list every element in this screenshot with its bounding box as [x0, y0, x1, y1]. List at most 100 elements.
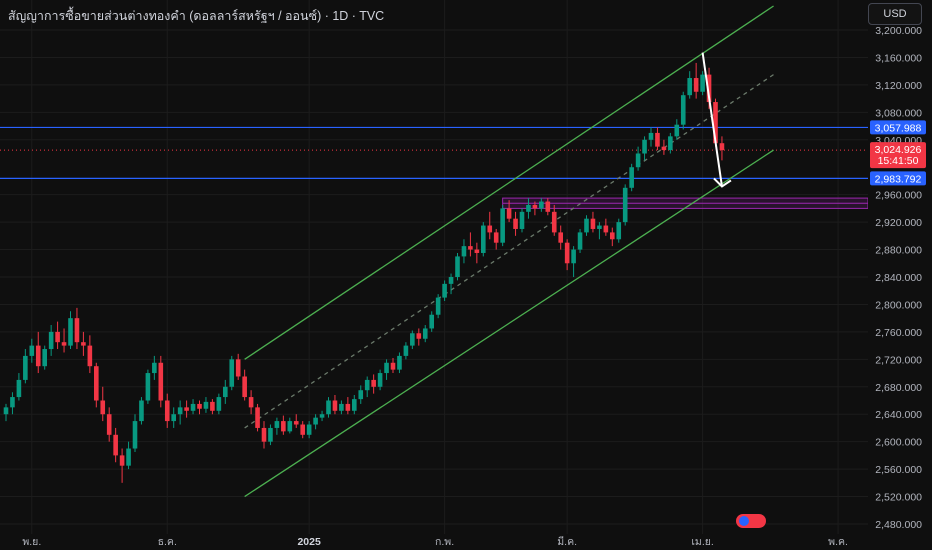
candle-body — [261, 427, 267, 442]
projection-arrow[interactable] — [701, 52, 732, 188]
candle-body — [635, 153, 641, 168]
candle-body — [558, 232, 563, 243]
x-tick-label: ธ.ค. — [158, 536, 177, 548]
y-tick-label: 2,480.000 — [875, 519, 922, 531]
candle-body — [10, 397, 15, 408]
candle-body — [461, 246, 467, 257]
candle-body — [603, 225, 609, 233]
candle-body — [545, 201, 551, 212]
candle-body — [145, 373, 151, 401]
candle-body — [268, 427, 273, 442]
candle-body — [352, 399, 357, 411]
candle-body — [364, 379, 370, 391]
candle-body — [513, 218, 518, 229]
price-axis[interactable]: 3,200.0003,160.0003,120.0003,080.0003,04… — [868, 0, 932, 550]
y-tick-label: 3,200.000 — [875, 25, 922, 37]
candle-body — [610, 232, 615, 240]
time-axis[interactable]: พ.ย. ธ.ค. 2025 ก.พ. มี.ค. เม.ย. พ.ค. — [0, 534, 868, 550]
grid-lines — [0, 0, 868, 534]
candle-body — [390, 362, 396, 370]
candle-body — [171, 414, 176, 422]
candle-body — [313, 417, 318, 425]
candle-body — [248, 397, 254, 408]
candle-body — [487, 225, 493, 233]
candle-body — [87, 345, 93, 367]
candle-body — [164, 400, 170, 422]
candle-body — [287, 421, 293, 432]
candle-body — [223, 386, 228, 398]
candle-body — [616, 222, 622, 240]
y-tick-label: 2,560.000 — [875, 464, 922, 476]
candle-body — [693, 78, 699, 92]
candle-body — [506, 208, 512, 219]
level-price-label: 2,983.792 — [875, 173, 922, 185]
candle-body — [293, 421, 299, 425]
trend-channel[interactable] — [244, 5, 774, 498]
candle-body — [448, 277, 454, 284]
candle-body — [68, 318, 73, 346]
x-tick-label: 2025 — [297, 536, 321, 548]
event-flag-icon[interactable] — [736, 514, 766, 528]
y-tick-label: 2,640.000 — [875, 409, 922, 421]
candle-body — [339, 403, 344, 411]
candle-body — [229, 359, 235, 387]
candle-body — [700, 74, 705, 92]
arrow-shaft — [701, 52, 723, 187]
candle-body — [281, 421, 286, 432]
candle-body — [23, 355, 28, 380]
candle-body — [306, 424, 312, 435]
candle-body — [519, 211, 525, 229]
level-price-tag — [870, 120, 926, 135]
candle-body — [397, 355, 402, 370]
y-tick-label: 2,920.000 — [875, 217, 922, 229]
candle-body — [358, 390, 364, 400]
channel-upper-line[interactable] — [244, 5, 774, 360]
candle-body — [674, 124, 680, 137]
y-tick-label: 2,680.000 — [875, 382, 922, 394]
channel-middle-line[interactable] — [244, 74, 774, 429]
candle-body — [687, 78, 692, 96]
candle-body — [177, 407, 183, 415]
candle-body — [158, 362, 164, 401]
y-tick-label: 2,840.000 — [875, 272, 922, 284]
candle-body — [713, 102, 718, 144]
candle-body — [184, 407, 189, 411]
y-tick-label: 2,760.000 — [875, 327, 922, 339]
candle-body — [29, 345, 35, 356]
candle-body — [622, 187, 628, 223]
candle-body — [190, 403, 196, 411]
channel-lower-line[interactable] — [244, 149, 774, 498]
candle-body — [468, 246, 473, 250]
candle-body — [455, 256, 460, 277]
candle-body — [55, 331, 60, 343]
candle-body — [255, 407, 260, 428]
candle-body — [203, 401, 209, 409]
candle-body — [113, 434, 118, 456]
horizontal-levels — [0, 126, 868, 179]
x-tick-label: พ.ย. — [22, 536, 41, 548]
candle-body — [661, 146, 667, 151]
candle-body — [371, 379, 376, 387]
y-tick-label: 2,720.000 — [875, 354, 922, 366]
candle-body — [532, 204, 538, 209]
level-price-label: 3,057.988 — [875, 122, 922, 134]
candle-body — [564, 242, 570, 264]
candle-body — [81, 342, 86, 346]
y-tick-label: 2,600.000 — [875, 437, 922, 449]
candle-body — [597, 225, 602, 229]
candle-body — [577, 232, 583, 250]
time-axis-bg — [0, 534, 868, 550]
x-tick-label: เม.ย. — [691, 536, 714, 548]
candle-body — [719, 143, 725, 151]
level-price-tag — [870, 171, 926, 186]
candle-body — [132, 421, 138, 449]
currency-button[interactable]: USD — [868, 3, 922, 25]
candle-body — [655, 132, 660, 147]
candle-body — [216, 397, 222, 411]
candle-body — [384, 362, 389, 374]
candle-body — [74, 318, 80, 343]
candle-body — [416, 333, 422, 339]
